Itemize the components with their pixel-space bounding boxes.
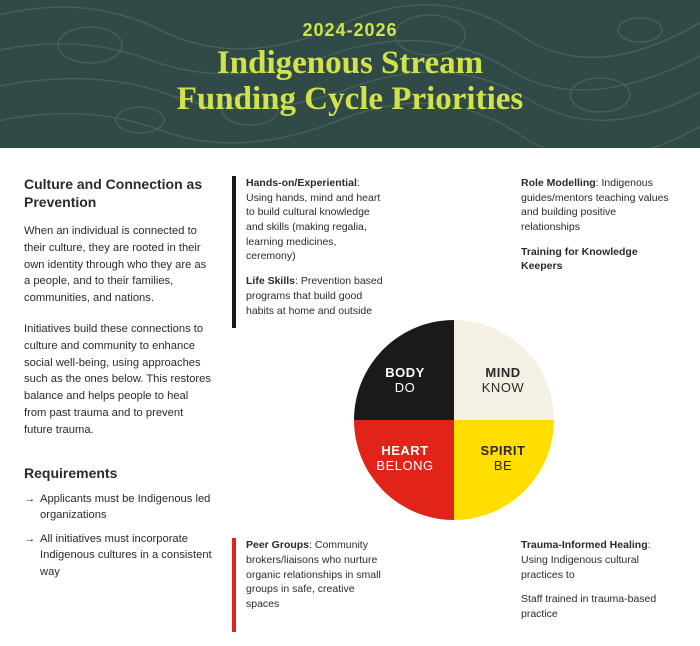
item-label: Role Modelling: [521, 177, 596, 189]
wheel-label-mind: MIND KNOW: [458, 366, 548, 396]
wheel-label-spirit: SPIRIT BE: [458, 444, 548, 474]
item-text: : Using hands, mind and heart to build c…: [246, 177, 380, 262]
banner-title-line1: Indigenous Stream: [217, 45, 483, 81]
item-label: Trauma-Informed Healing: [521, 539, 648, 551]
medicine-wheel: BODY DO MIND KNOW HEART BELONG SPIRIT BE: [354, 320, 554, 520]
culture-para-1: When an individual is connected to their…: [24, 223, 212, 307]
requirement-item: All initiatives must incorporate Indigen…: [24, 531, 212, 580]
wheel-label-body: BODY DO: [360, 366, 450, 396]
quadrant-mind-text: Role Modelling: Indigenous guides/mentor…: [521, 176, 676, 328]
banner-year: 2024-2026: [0, 0, 700, 41]
quadrant-spirit-text: Trauma-Informed Healing: Using Indigenou…: [521, 538, 676, 631]
section-heading-requirements: Requirements: [24, 465, 212, 481]
wheel-label-heart: HEART BELONG: [360, 444, 450, 474]
section-heading-culture: Culture and Connection as Prevention: [24, 176, 212, 211]
requirements-list: Applicants must be Indigenous led organi…: [24, 491, 212, 580]
item-text: Staff trained in trauma-based practice: [521, 593, 656, 620]
item-label: Hands-on/Experiential: [246, 177, 357, 189]
banner-title-line2: Funding Cycle Priorities: [177, 81, 523, 117]
quadrant-heart-text: Peer Groups: Community brokers/liaisons …: [232, 538, 387, 631]
item-label: Peer Groups: [246, 539, 309, 551]
top-quad-row: Hands-on/Experiential: Using hands, mind…: [232, 176, 676, 328]
item-label: Training for Knowledge Keepers: [521, 246, 638, 273]
item-label: Life Skills: [246, 275, 295, 287]
main-content: Culture and Connection as Prevention Whe…: [0, 148, 700, 646]
right-column: Hands-on/Experiential: Using hands, mind…: [232, 176, 676, 632]
quadrant-body-text: Hands-on/Experiential: Using hands, mind…: [232, 176, 387, 328]
banner: 2024-2026 Indigenous Stream Funding Cycl…: [0, 0, 700, 148]
culture-para-2: Initiatives build these connections to c…: [24, 321, 212, 439]
requirement-item: Applicants must be Indigenous led organi…: [24, 491, 212, 523]
left-column: Culture and Connection as Prevention Whe…: [24, 176, 212, 632]
bottom-quad-row: Peer Groups: Community brokers/liaisons …: [232, 538, 676, 631]
banner-title: Indigenous Stream Funding Cycle Prioriti…: [0, 45, 700, 118]
